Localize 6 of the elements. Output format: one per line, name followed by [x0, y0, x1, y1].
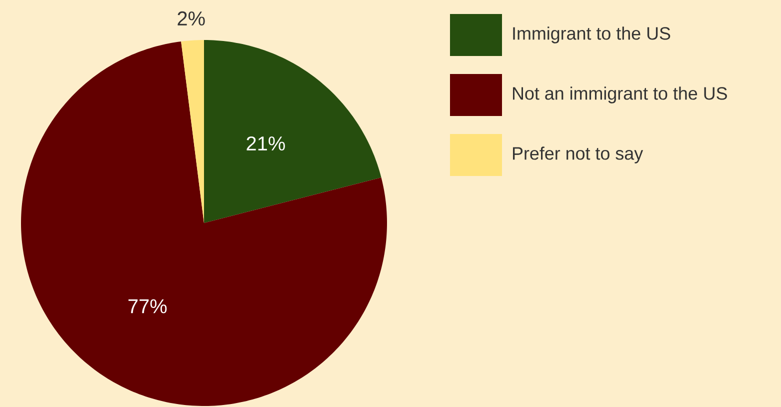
data-label: 21% [246, 136, 285, 150]
legend-label: Not an immigrant to the US [512, 86, 727, 104]
legend-label: Immigrant to the US [513, 26, 670, 44]
data-label: 2% [178, 11, 205, 26]
legend-label: Prefer not to say [512, 146, 644, 164]
data-label: 77% [128, 299, 167, 314]
